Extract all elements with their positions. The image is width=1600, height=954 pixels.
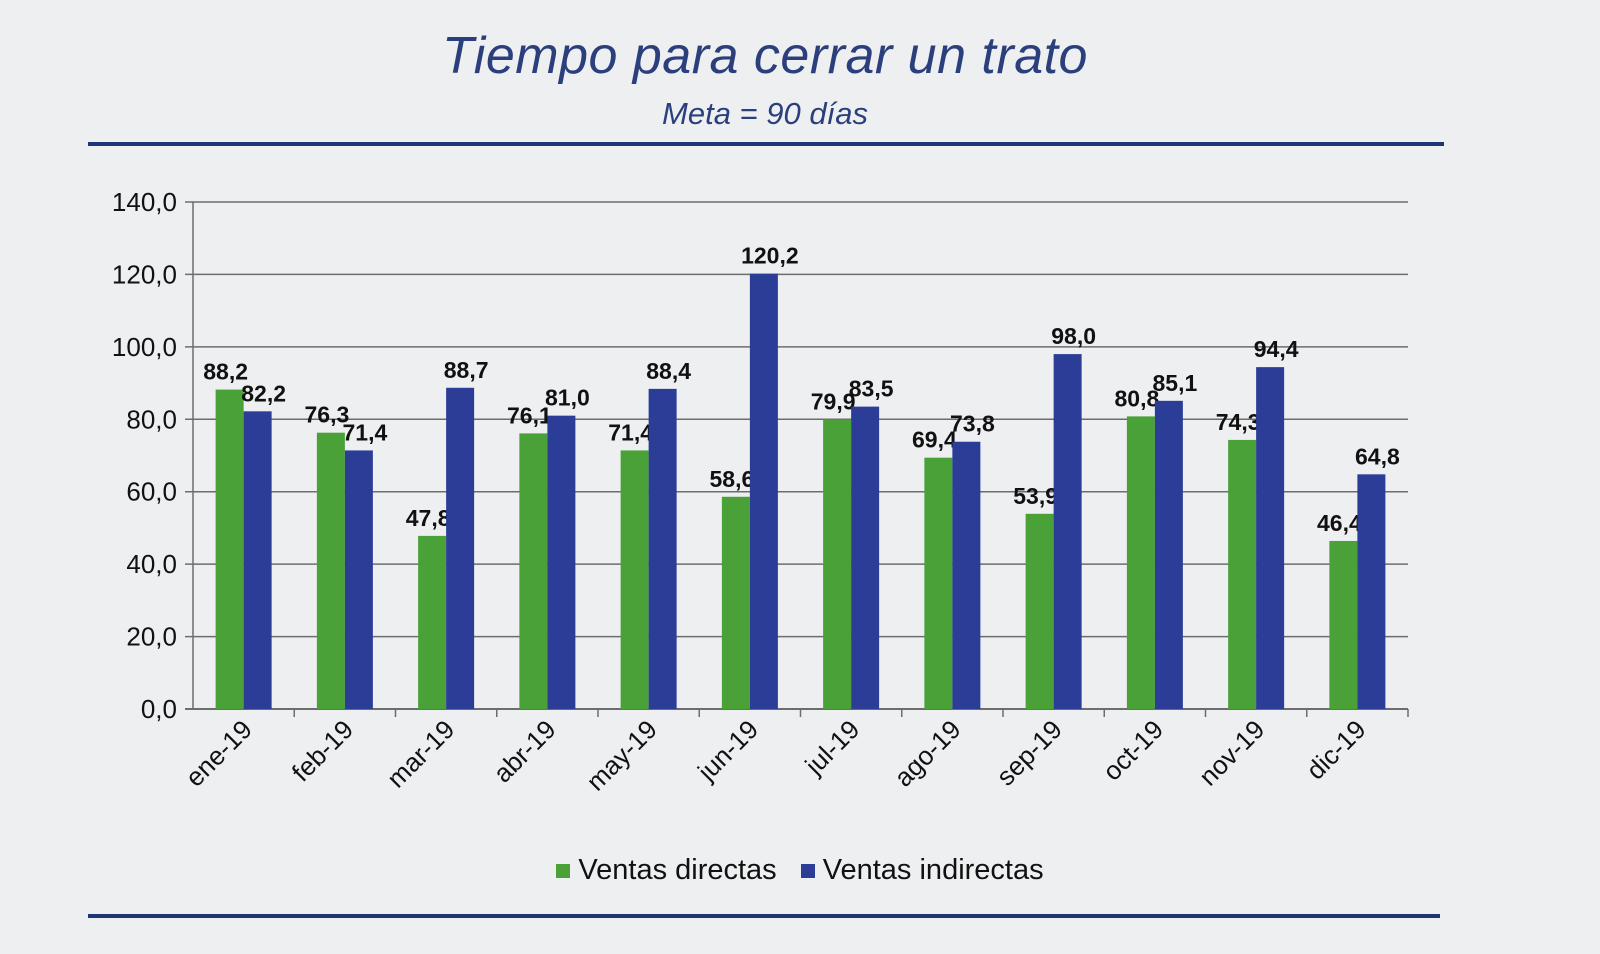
bar-indirect — [749, 273, 778, 709]
bar-direct — [1329, 540, 1358, 709]
bottom-divider — [88, 914, 1440, 918]
y-tick-label: 0,0 — [141, 694, 177, 724]
legend-label-indirect: Ventas indirectas — [822, 854, 1044, 886]
bar-indirect — [1053, 354, 1082, 709]
legend-swatch-indirect — [800, 864, 815, 879]
x-tick-label: dic-19 — [1300, 714, 1371, 785]
x-tick-label: ago-19 — [888, 714, 966, 792]
bar-indirect — [851, 406, 880, 709]
bar-indirect — [648, 388, 677, 709]
bar-indirect — [446, 387, 475, 709]
data-label: 88,7 — [444, 357, 489, 383]
data-label: 53,9 — [1013, 483, 1058, 509]
data-label: 71,4 — [608, 419, 653, 445]
bar-direct — [316, 432, 345, 709]
x-tick-label: feb-19 — [286, 714, 359, 787]
bar-direct — [1025, 513, 1054, 709]
y-tick-label: 40,0 — [126, 549, 177, 579]
x-tick-label: jul-19 — [798, 714, 865, 781]
chart-subtitle: Meta = 90 días — [662, 96, 868, 131]
data-label: 73,8 — [950, 411, 995, 437]
x-tick-label: abr-19 — [487, 714, 561, 788]
data-label: 81,0 — [545, 385, 590, 411]
data-label: 120,2 — [741, 243, 799, 269]
bar-direct — [519, 433, 548, 709]
data-label: 58,6 — [709, 466, 754, 492]
legend-item-direct: Ventas directas — [556, 854, 777, 887]
bar-direct — [620, 450, 649, 709]
data-label: 88,4 — [646, 358, 691, 384]
data-label: 74,3 — [1216, 409, 1261, 435]
bar-indirect — [1154, 400, 1183, 709]
y-tick-label: 100,0 — [112, 332, 177, 362]
legend: Ventas directas Ventas indirectas — [0, 854, 1600, 887]
x-tick-label: jun-19 — [691, 714, 764, 787]
y-tick-label: 120,0 — [112, 259, 177, 289]
data-label: 46,4 — [1317, 510, 1362, 536]
data-label: 64,8 — [1355, 443, 1400, 469]
bar-indirect — [952, 441, 981, 709]
chart-title: Tiempo para cerrar un trato — [442, 27, 1088, 85]
y-tick-label: 60,0 — [126, 477, 177, 507]
data-label: 82,2 — [241, 380, 286, 406]
legend-item-indirect: Ventas indirectas — [800, 854, 1044, 887]
data-label: 69,4 — [912, 427, 957, 453]
data-label: 80,8 — [1114, 385, 1159, 411]
bar-indirect — [243, 411, 272, 709]
bar-indirect — [547, 415, 576, 709]
legend-swatch-direct — [556, 864, 571, 879]
x-tick-label: oct-19 — [1097, 714, 1169, 786]
bar-direct — [1126, 416, 1155, 709]
data-label: 76,3 — [304, 402, 349, 428]
y-tick-label: 20,0 — [126, 622, 177, 652]
bar-indirect — [1256, 367, 1285, 709]
data-label: 76,1 — [507, 402, 552, 428]
data-label: 79,9 — [811, 389, 856, 415]
y-tick-label: 140,0 — [112, 187, 177, 217]
top-divider — [88, 142, 1444, 146]
data-label: 47,8 — [406, 505, 451, 531]
data-label: 85,1 — [1152, 370, 1197, 396]
legend-label-direct: Ventas directas — [578, 854, 777, 886]
bar-direct — [215, 389, 244, 709]
x-tick-label: mar-19 — [381, 714, 460, 793]
bar-direct — [418, 535, 447, 709]
bar-direct — [1228, 439, 1257, 709]
data-label: 94,4 — [1254, 336, 1299, 362]
x-tick-label: nov-19 — [1193, 714, 1270, 791]
data-label: 83,5 — [849, 376, 894, 402]
bar-direct — [721, 496, 750, 709]
x-tick-label: sep-19 — [990, 714, 1067, 791]
data-label: 88,2 — [203, 359, 248, 385]
bar-indirect — [1357, 474, 1386, 709]
data-label: 71,4 — [342, 419, 387, 445]
data-label: 98,0 — [1051, 323, 1096, 349]
x-tick-label: ene-19 — [179, 714, 257, 792]
x-tick-label: may-19 — [580, 714, 663, 797]
y-tick-label: 80,0 — [126, 404, 177, 434]
bar-direct — [924, 457, 953, 709]
bar-direct — [823, 419, 852, 709]
bar-indirect — [344, 450, 373, 709]
